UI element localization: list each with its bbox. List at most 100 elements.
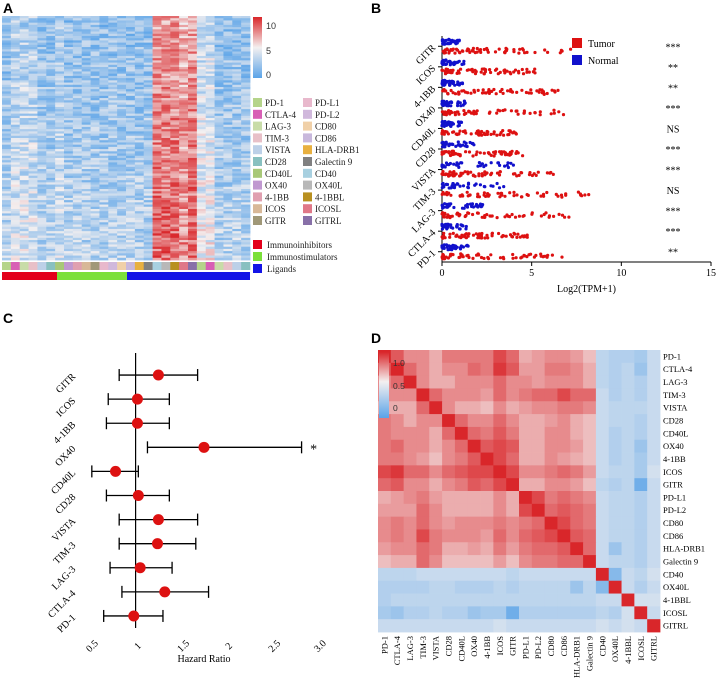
tumor-point [477, 232, 481, 236]
correlation-cell [544, 516, 558, 530]
heatmap-cell [134, 18, 145, 21]
tumor-point [476, 192, 480, 196]
correlation-cell [544, 350, 558, 364]
heatmap-cell [232, 177, 242, 181]
heatmap-cell [37, 144, 47, 148]
heatmap-cell [214, 184, 224, 188]
heatmap-cell [99, 242, 109, 245]
tumor-point [515, 109, 519, 113]
heatmap-cell [161, 106, 171, 110]
heatmap-cell [170, 149, 180, 152]
heatmap-cell [90, 60, 100, 63]
correlation-cell [403, 491, 417, 505]
tumor-point [499, 131, 503, 135]
heatmap-cell [81, 62, 91, 66]
correlation-cell [416, 503, 430, 518]
heatmap-cell [37, 224, 47, 228]
heatmap-cell [170, 215, 180, 219]
group-legend-label: Immunoinhibitors [267, 240, 332, 250]
heatmap-cell [37, 100, 47, 103]
heatmap-cell [90, 257, 100, 261]
heatmap-cell [241, 166, 251, 170]
heatmap-cell [28, 237, 38, 241]
heatmap-cell [2, 18, 12, 21]
heatmap-cell [152, 64, 162, 68]
heatmap-cell [232, 233, 242, 236]
heatmap-cell [72, 122, 83, 126]
heatmap-cell [241, 82, 251, 86]
heatmap-cell [81, 151, 91, 154]
heatmap-cell [196, 166, 207, 170]
heatmap-cell [90, 184, 100, 188]
heatmap-cell [161, 140, 171, 143]
heatmap-cell [152, 47, 162, 50]
heatmap-cell [99, 220, 109, 223]
correlation-cell [390, 401, 405, 415]
correlation-cell [493, 426, 507, 441]
heatmap-cell [170, 251, 180, 254]
tumor-point [508, 191, 512, 195]
heatmap-cell [241, 162, 251, 166]
heatmap-cell [232, 157, 242, 161]
heatmap-cell [28, 67, 38, 70]
heatmap-cell [2, 120, 12, 123]
heatmap-cell [161, 220, 171, 223]
heatmap-cell [214, 144, 224, 148]
heatmap-cell [170, 166, 180, 170]
heatmap-cell [196, 42, 207, 46]
heatmap-cell [170, 220, 180, 223]
heatmap-cell [81, 231, 91, 234]
correlation-cell [621, 606, 635, 620]
tumor-point [537, 90, 541, 94]
gene-annotation-cell [170, 262, 180, 270]
heatmap-cell [223, 98, 233, 101]
correlation-cell [506, 478, 520, 492]
tumor-point [477, 133, 481, 137]
legend-swatch-pd-1 [253, 98, 262, 107]
heatmap-cell [179, 204, 189, 208]
legend-swatch-ox40l [303, 180, 312, 190]
heatmap-cell [99, 102, 109, 106]
correlation-cell [378, 529, 392, 543]
heatmap-cell [214, 131, 224, 134]
heatmap-cell [152, 246, 162, 250]
normal-point [443, 202, 447, 206]
heatmap-cell [232, 253, 242, 256]
normal-point [445, 123, 449, 127]
tumor-point [520, 47, 525, 51]
heatmap-cell [196, 113, 207, 117]
tumor-point [538, 110, 542, 114]
heatmap-cell [241, 86, 251, 90]
heatmap-cell [55, 93, 65, 97]
heatmap-cell [10, 27, 21, 30]
heatmap-cell [143, 144, 153, 148]
heatmap-cell [196, 29, 207, 32]
legend-label: Galectin 9 [315, 157, 353, 167]
heatmap-cell [214, 175, 224, 179]
heatmap-cell [232, 257, 242, 261]
heatmap-cell [10, 31, 21, 35]
correlation-cell [416, 555, 430, 569]
heatmap-cell [179, 104, 189, 108]
heatmap-cell [188, 89, 198, 92]
heatmap-cell [46, 231, 56, 234]
heatmap-cell [28, 122, 38, 126]
tumor-point [493, 68, 498, 72]
heatmap-cell [37, 208, 47, 212]
normal-point [449, 124, 453, 128]
tumor-point [520, 67, 524, 72]
correlation-cell [442, 580, 456, 594]
heatmap-cell [37, 102, 47, 106]
heatmap-cell [37, 197, 47, 201]
heatmap-cell [188, 73, 198, 77]
correlation-cell [544, 491, 558, 505]
heatmap-cell [55, 224, 65, 228]
heatmap-cell [108, 71, 118, 75]
tumor-point [485, 132, 489, 136]
heatmap-cell [196, 73, 207, 77]
heatmap-cell [117, 193, 127, 197]
heatmap-cell [46, 149, 56, 152]
heatmap-cell [19, 69, 29, 72]
legend-swatch-4-1bb [253, 192, 262, 202]
heatmap-cell [99, 16, 109, 19]
